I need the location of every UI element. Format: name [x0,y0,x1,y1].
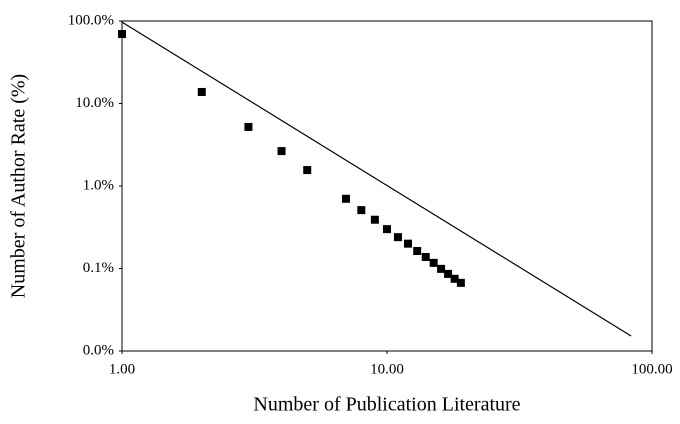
x-tick-label: 10.00 [370,361,404,377]
point [118,30,126,39]
point [444,269,453,278]
point [341,194,350,203]
point [277,147,286,156]
point [383,225,391,234]
x-tick-label: 1.00 [109,361,135,377]
point [303,166,312,175]
fit-line [121,21,632,337]
y-tick-label: 0.0% [83,342,114,358]
point [393,233,402,242]
y-axis-label: Number of Author Rate (%) [8,74,30,298]
point [450,274,459,283]
y-tick-label: 1.0% [83,177,114,193]
point [370,215,379,224]
point [357,206,366,215]
y-tick-label: 0.1% [83,260,114,276]
point [437,264,446,273]
x-tick-label: 100.00 [631,361,672,377]
point [421,252,430,261]
x-axis-label: Number of Publication Literature [253,394,520,416]
point [197,87,206,96]
point [429,258,438,267]
point [456,278,465,287]
y-tick-label: 10.0% [75,95,114,111]
point [403,239,412,248]
point [413,246,422,255]
point [244,122,253,131]
y-tick-label: 100.0% [68,12,114,28]
